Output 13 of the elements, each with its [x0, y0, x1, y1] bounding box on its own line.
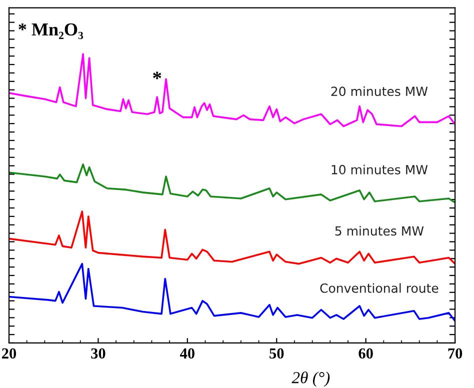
series-label: Conventional route — [320, 283, 438, 293]
series-label: 20 minutes MW — [331, 86, 428, 96]
x-tick-label: 20 — [2, 348, 16, 359]
x-tick-label: 70 — [448, 348, 462, 359]
x-tick-label: 30 — [91, 348, 106, 359]
series-label: 10 minutes MW — [332, 164, 428, 174]
text: * Mn₂O₃ — [18, 23, 84, 40]
x-tick-label: 40 — [180, 348, 194, 359]
x-tick-label: 60 — [358, 348, 373, 359]
x-tick-label: 50 — [270, 348, 284, 359]
annotation: * — [153, 72, 162, 80]
x-axis-title: 2θ (°) — [292, 371, 330, 387]
series-label: 5 minutes MW — [335, 226, 424, 236]
